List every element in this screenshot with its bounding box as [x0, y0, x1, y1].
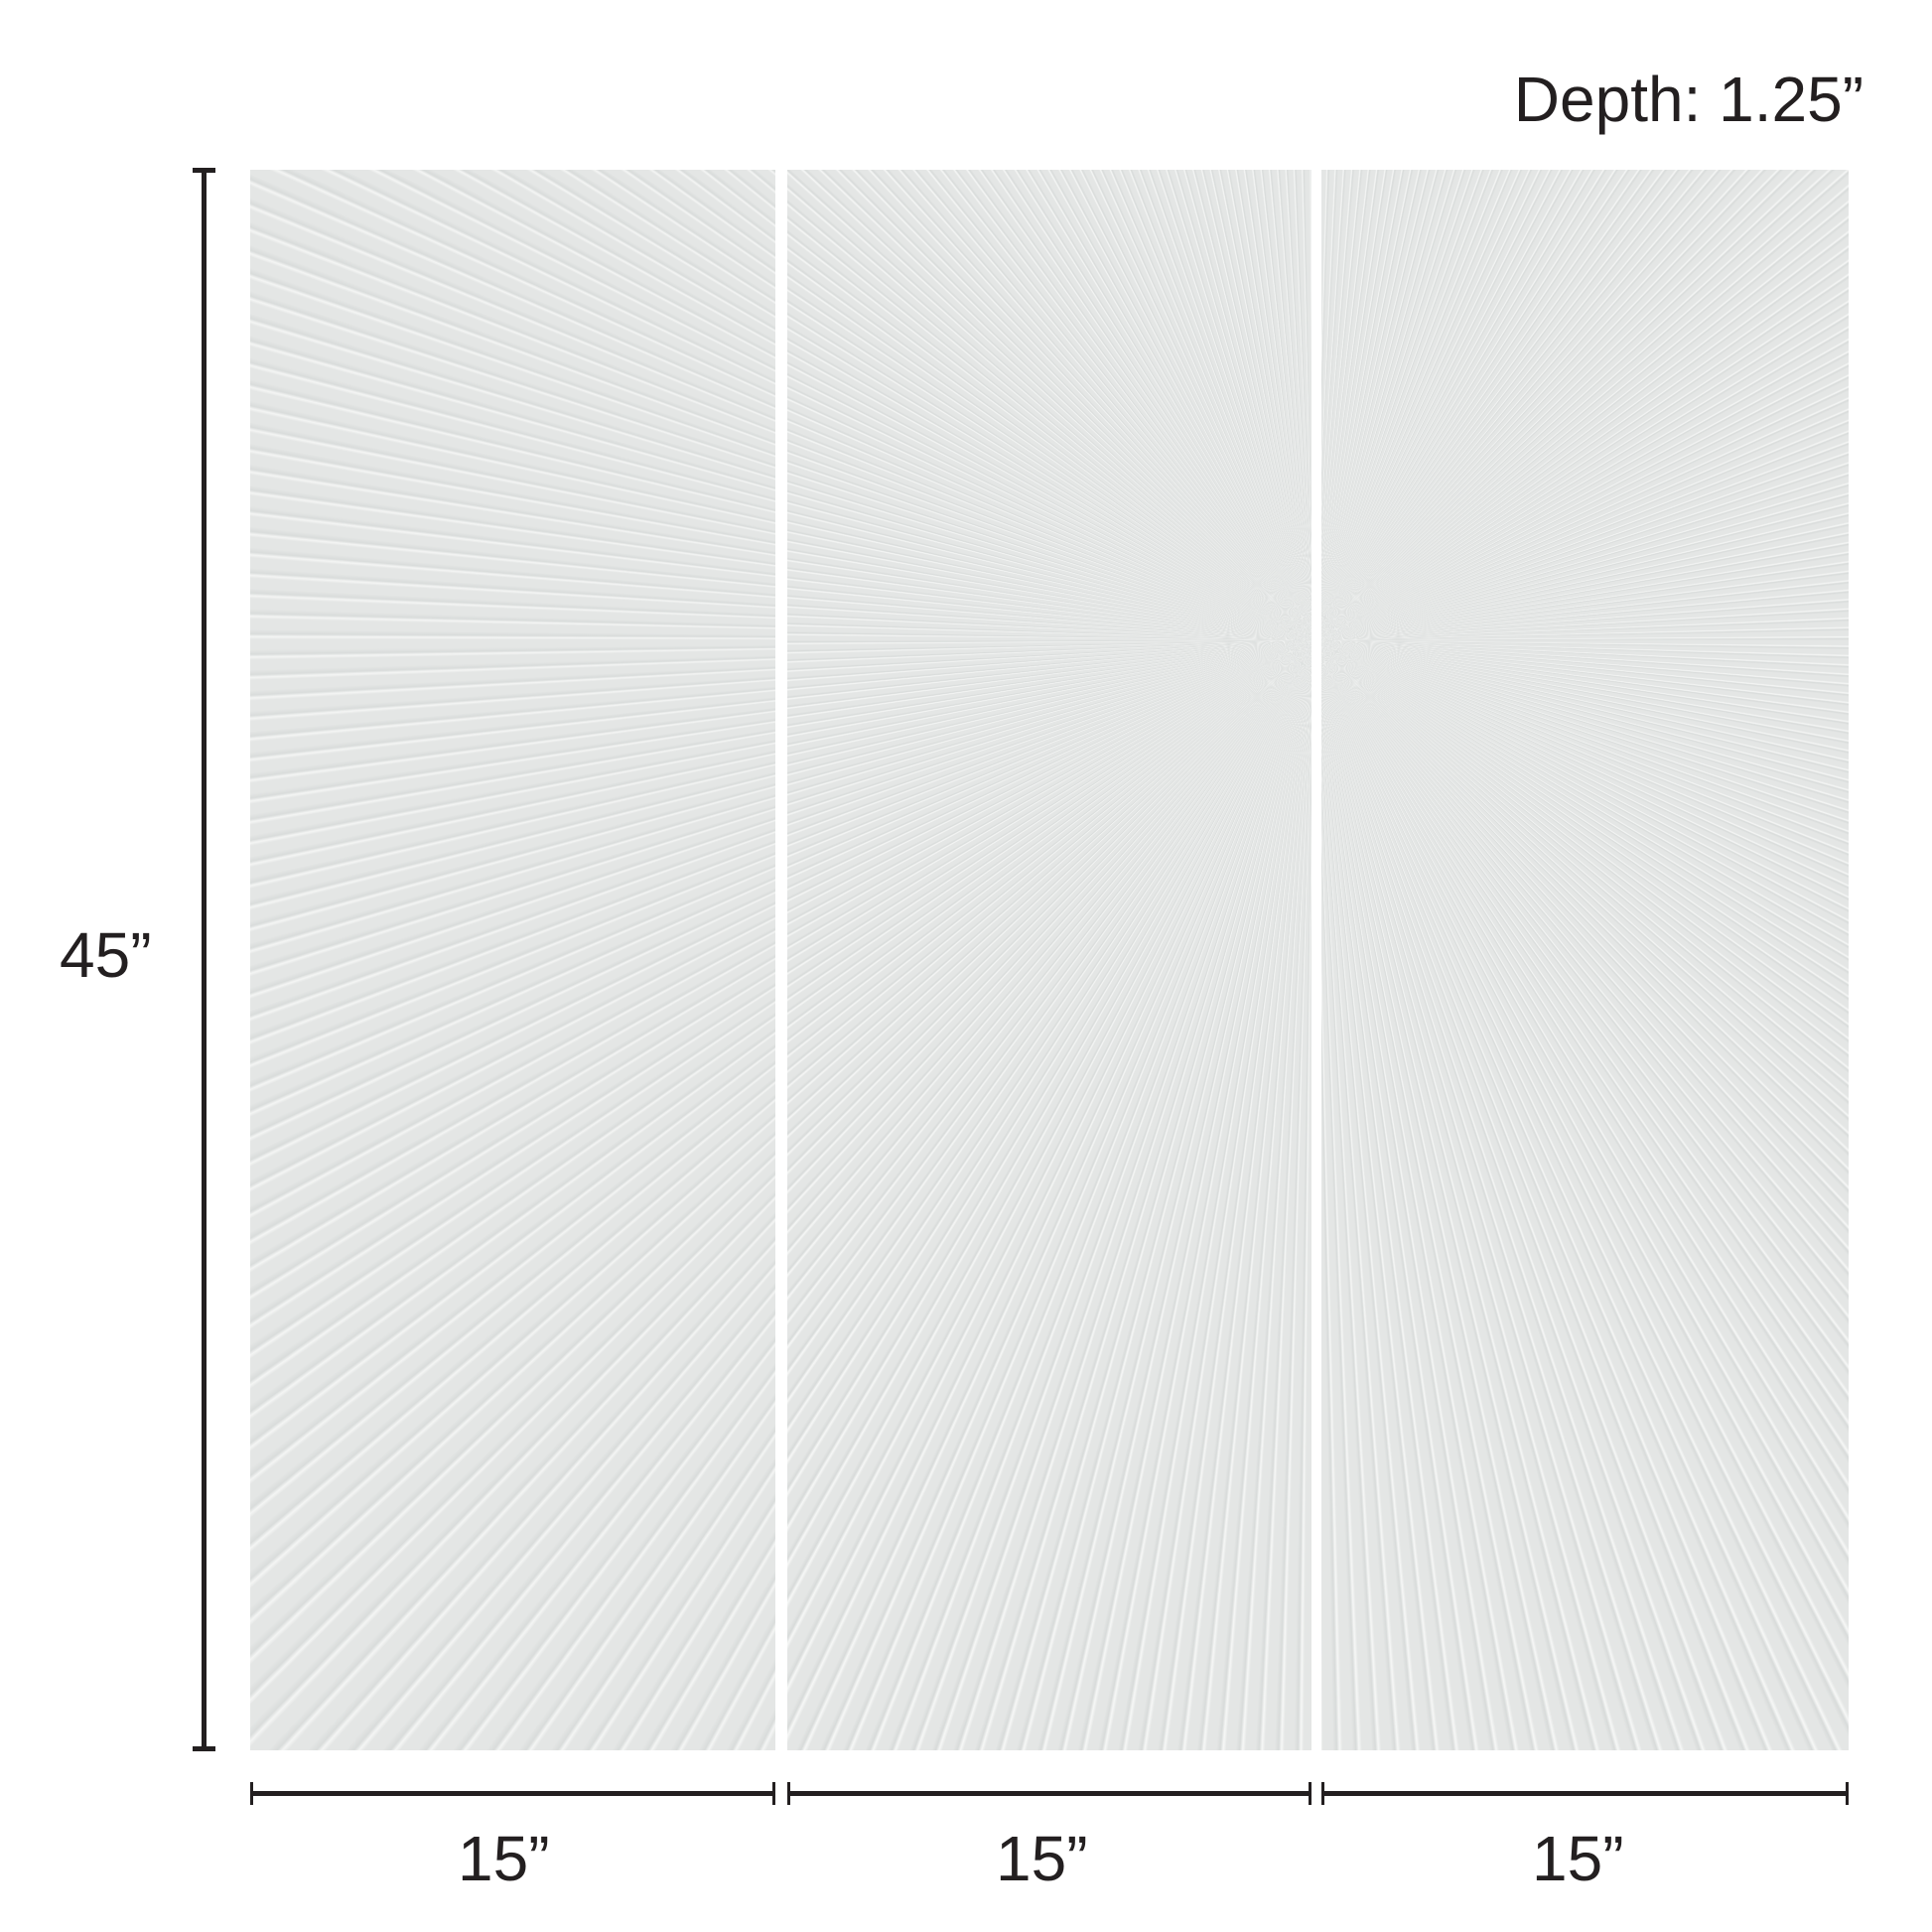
- art-panel-right: [1321, 170, 1849, 1750]
- width-label-right: 15”: [1532, 1823, 1624, 1894]
- width-tick: [1846, 1782, 1849, 1805]
- width-tick: [787, 1782, 790, 1805]
- height-line-top-tick: [193, 168, 215, 173]
- height-line-bottom-tick: [193, 1746, 215, 1751]
- art-panel-center: [787, 170, 1311, 1750]
- width-label-center: 15”: [996, 1823, 1088, 1894]
- depth-label: Depth: 1.25”: [1513, 64, 1863, 135]
- width-tick: [1321, 1782, 1324, 1805]
- width-tick: [772, 1782, 775, 1805]
- width-line-center: [787, 1791, 1311, 1796]
- height-line: [202, 170, 207, 1750]
- width-line-right: [1321, 1791, 1849, 1796]
- width-line-left: [250, 1791, 775, 1796]
- width-tick: [250, 1782, 253, 1805]
- width-tick: [1309, 1782, 1311, 1805]
- width-label-left: 15”: [458, 1823, 550, 1894]
- art-panel-left: [250, 170, 775, 1750]
- height-label: 45”: [60, 919, 152, 991]
